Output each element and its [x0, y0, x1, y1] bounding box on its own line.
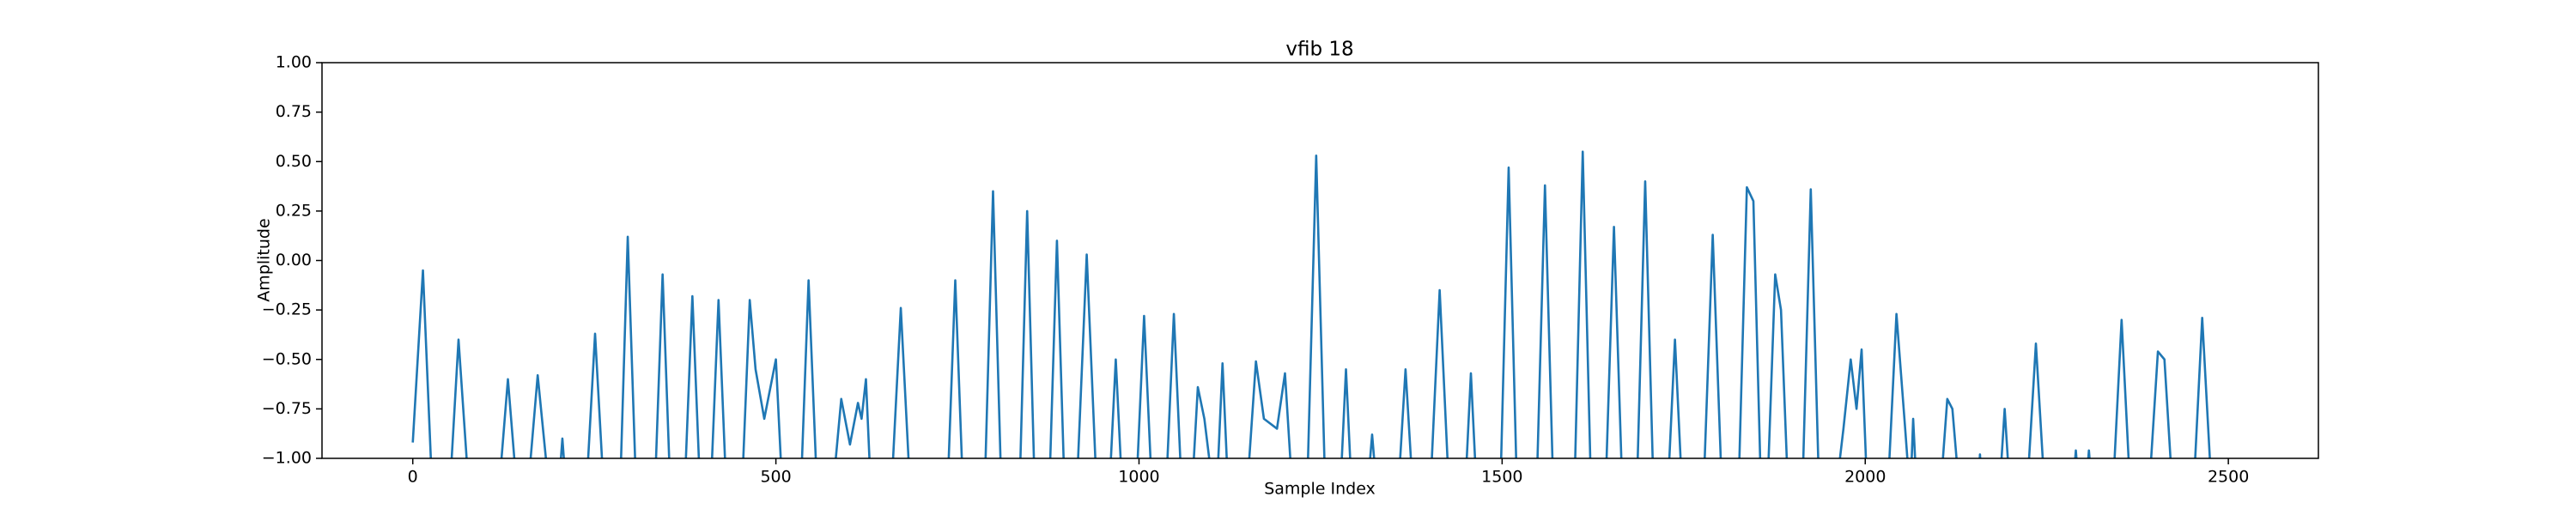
y-tick-label: −0.50	[262, 349, 312, 368]
x-tick-label: 1500	[1481, 468, 1522, 487]
y-axis-label: Amplitude	[255, 218, 274, 301]
x-tick-label: 1000	[1118, 468, 1159, 487]
y-tick-label: −0.25	[262, 300, 312, 319]
plot-frame	[321, 62, 2319, 459]
chart-title: vfib 18	[1285, 39, 1353, 61]
y-tick-label: −1.00	[262, 449, 312, 468]
y-tick-label: 0.00	[276, 251, 312, 270]
y-tick-label: 0.75	[276, 102, 312, 121]
y-tick-label: 1.00	[276, 53, 312, 72]
x-tick-label: 500	[760, 468, 791, 487]
y-tick-label: 0.25	[276, 201, 312, 220]
signal-line	[411, 150, 2228, 458]
x-axis-label: Sample Index	[1264, 480, 1376, 499]
x-tick-label: 0	[408, 468, 418, 487]
x-tick-label: 2500	[2208, 468, 2249, 487]
x-tick-label: 2000	[1844, 468, 1886, 487]
y-tick-label: 0.50	[276, 152, 312, 171]
y-tick-label: −0.75	[262, 399, 312, 418]
